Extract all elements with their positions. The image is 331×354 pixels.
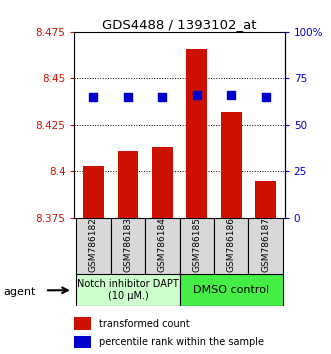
Point (125, 94, 130, 100)
Text: GSM786182: GSM786182 (89, 217, 98, 272)
Text: GSM786187: GSM786187 (261, 217, 270, 272)
Point (160, 94, 165, 100)
Bar (76, 218, 111, 274)
Bar (118, 151, 138, 218)
Bar (152, 147, 173, 218)
Point (91, 94, 96, 100)
Bar (74, 317, 91, 330)
Text: DMSO control: DMSO control (193, 285, 269, 295)
Text: percentile rank within the sample: percentile rank within the sample (99, 337, 263, 347)
Text: GSM786185: GSM786185 (192, 217, 201, 272)
Bar (111, 218, 145, 274)
Bar (214, 218, 249, 274)
Bar (145, 218, 179, 274)
Bar (76, 274, 179, 306)
Bar (221, 112, 242, 218)
Bar (179, 274, 283, 306)
Bar (83, 166, 104, 218)
Text: GSM786186: GSM786186 (227, 217, 236, 272)
Bar (249, 218, 283, 274)
Bar (186, 48, 207, 218)
Title: GDS4488 / 1393102_at: GDS4488 / 1393102_at (102, 18, 257, 31)
Text: transformed count: transformed count (99, 319, 189, 329)
Bar (256, 181, 276, 218)
Bar (179, 218, 214, 274)
Point (194, 92, 200, 98)
Point (229, 92, 234, 98)
Bar (74, 336, 91, 348)
Text: agent: agent (3, 287, 36, 297)
Text: Notch inhibitor DAPT
(10 μM.): Notch inhibitor DAPT (10 μM.) (77, 279, 179, 301)
Text: GSM786184: GSM786184 (158, 217, 167, 272)
Point (263, 94, 268, 100)
Text: GSM786183: GSM786183 (123, 217, 132, 272)
